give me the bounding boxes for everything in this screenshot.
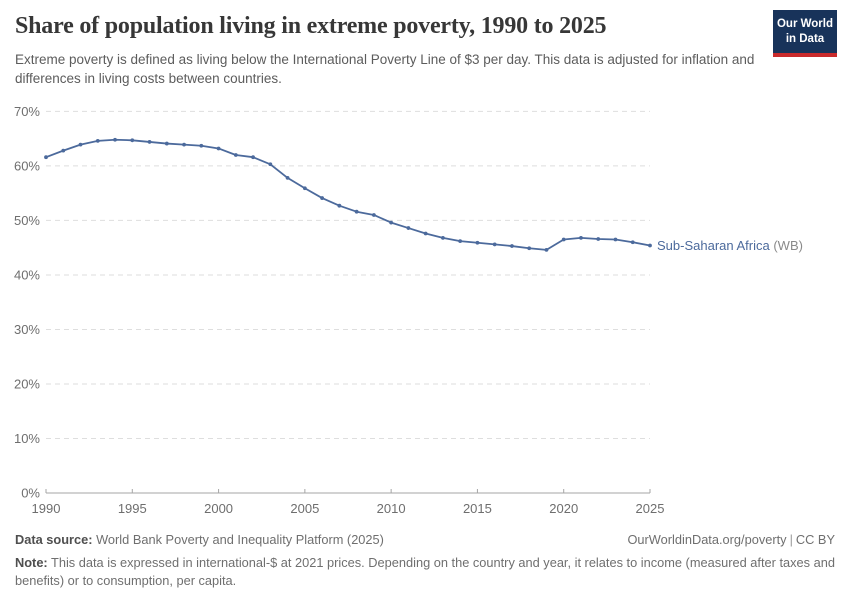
data-point-marker xyxy=(492,242,497,247)
y-axis-tick-label: 60% xyxy=(14,158,40,173)
data-point-marker xyxy=(579,235,583,240)
data-point-marker xyxy=(630,240,635,245)
series-line xyxy=(45,138,651,251)
data-point-marker xyxy=(268,162,273,167)
data-point-marker xyxy=(354,209,359,214)
data-point-marker xyxy=(613,237,618,242)
x-axis-tick-label: 2025 xyxy=(636,501,665,516)
owid-logo-line1: Our World xyxy=(776,18,833,30)
data-point-marker xyxy=(78,142,83,147)
y-axis-tick-label: 10% xyxy=(14,431,40,446)
y-axis-tick-label: 40% xyxy=(14,267,40,282)
data-point-marker xyxy=(164,141,169,146)
data-point-marker xyxy=(371,213,376,217)
data-point-marker xyxy=(285,176,290,180)
x-axis-tick-label: 2010 xyxy=(377,501,406,516)
license-label: CC BY xyxy=(795,532,835,547)
data-point-marker xyxy=(406,226,411,230)
y-axis-tick-label: 70% xyxy=(14,104,40,119)
data-point-marker xyxy=(527,246,532,251)
owid-logo-line2: in Data xyxy=(785,32,825,45)
chart-header: Share of population living in extreme po… xyxy=(15,13,835,88)
x-axis-tick-label: 2000 xyxy=(204,501,233,516)
note-label: Note: xyxy=(15,554,48,570)
data-point-marker xyxy=(61,148,66,153)
data-point-marker xyxy=(320,196,325,200)
x-axis-tick-label: 2005 xyxy=(290,501,319,516)
data-point-marker xyxy=(216,146,221,151)
data-point-marker xyxy=(458,239,463,244)
data-point-marker xyxy=(199,143,204,148)
y-axis-tick-label: 50% xyxy=(14,213,40,228)
data-point-marker xyxy=(113,137,117,142)
y-axis-tick-label: 20% xyxy=(14,376,40,391)
chart-subtitle: Extreme poverty is defined as living bel… xyxy=(15,51,755,86)
data-point-marker xyxy=(182,142,186,147)
data-point-marker xyxy=(423,231,428,236)
data-point-marker xyxy=(561,237,566,242)
data-point-marker xyxy=(389,220,394,225)
data-point-marker xyxy=(44,155,48,160)
data-point-marker xyxy=(510,244,514,248)
note-text: This data is expressed in international-… xyxy=(15,554,835,589)
x-axis-tick-label: 2020 xyxy=(549,501,578,516)
x-axis-tick-label: 1995 xyxy=(118,501,147,516)
x-axis-tick-label: 2015 xyxy=(463,501,492,516)
y-axis-tick-label: 30% xyxy=(14,322,40,337)
x-axis-tick-label: 1990 xyxy=(32,501,61,516)
data-point-marker xyxy=(95,138,100,143)
data-source: Data source: World Bank Poverty and Ineq… xyxy=(15,531,384,550)
footer-separator: | xyxy=(789,532,793,547)
data-point-marker xyxy=(648,243,652,248)
data-source-label: Data source: xyxy=(15,532,93,547)
footer-right: OurWorldinData.org/poverty | CC BY xyxy=(627,531,835,550)
series-end-label: Sub-Saharan Africa (WB) xyxy=(657,238,803,253)
data-point-marker xyxy=(302,186,307,191)
data-point-marker xyxy=(544,247,549,252)
data-source-text: World Bank Poverty and Inequality Platfo… xyxy=(92,532,384,547)
data-point-marker xyxy=(337,203,342,208)
chart-footer: Data source: World Bank Poverty and Ineq… xyxy=(15,531,835,591)
y-axis-tick-label: 0% xyxy=(21,486,40,501)
data-point-marker xyxy=(475,240,480,245)
chart-title: Share of population living in extreme po… xyxy=(15,13,607,39)
owid-logo[interactable]: Our World in Data xyxy=(773,10,837,57)
line-chart-svg: 0% 10% 20% 30% 40% 50% 60% 70% 1990 1995 2000 2005 2… xyxy=(14,104,803,516)
data-point-marker xyxy=(233,153,238,157)
chart-area: 0% 10% 20% 30% 40% 50% 60% 70% 1990 1995 2000 2005 2… xyxy=(0,95,850,525)
data-point-marker xyxy=(130,138,135,143)
data-point-marker xyxy=(251,155,255,160)
data-point-marker xyxy=(596,237,601,241)
data-point-marker xyxy=(441,235,445,240)
owid-url-link[interactable]: OurWorldinData.org/poverty xyxy=(627,532,787,547)
data-point-marker xyxy=(147,140,152,144)
